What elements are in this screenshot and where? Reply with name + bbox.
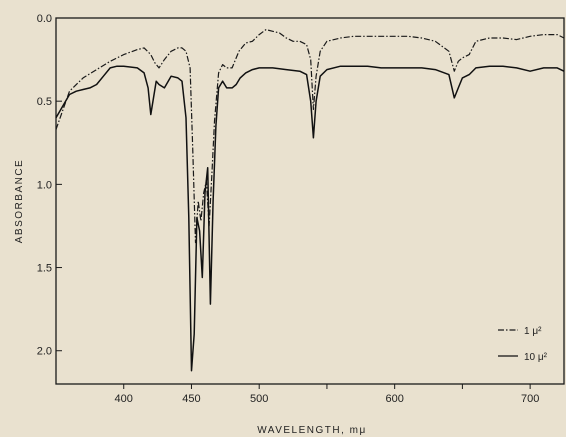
tick-label-group: 400 450 500 600 700 0.0 0.5 1.0 1.5 2.0	[37, 13, 540, 405]
y-tick-label-0.5: 0.5	[37, 96, 52, 108]
y-tick-label-0.0: 0.0	[37, 13, 52, 25]
x-tick-label-400: 400	[115, 393, 133, 405]
y-axis-title: ABSORBANCE	[14, 159, 25, 243]
x-tick-label-500: 500	[250, 393, 268, 405]
y-tick-label-1.0: 1.0	[37, 179, 52, 191]
series-layer	[55, 29, 565, 372]
x-tick-label-600: 600	[385, 393, 403, 405]
legend-label-1: 1 μ²	[524, 326, 542, 337]
x-tick-label-700: 700	[521, 393, 539, 405]
y-tick-label-2.0: 2.0	[37, 346, 52, 358]
legend: 1 μ² 10 μ²	[498, 326, 548, 363]
plot-frame	[55, 17, 565, 385]
y-tick-label-1.5: 1.5	[37, 263, 52, 275]
legend-label-2: 10 μ²	[524, 352, 548, 363]
series-line-1	[55, 29, 565, 244]
series-line-2	[55, 65, 565, 372]
x-axis-title: WAVELENGTH, mμ	[257, 425, 367, 436]
tick-group	[56, 17, 531, 389]
x-tick-label-450: 450	[182, 393, 200, 405]
